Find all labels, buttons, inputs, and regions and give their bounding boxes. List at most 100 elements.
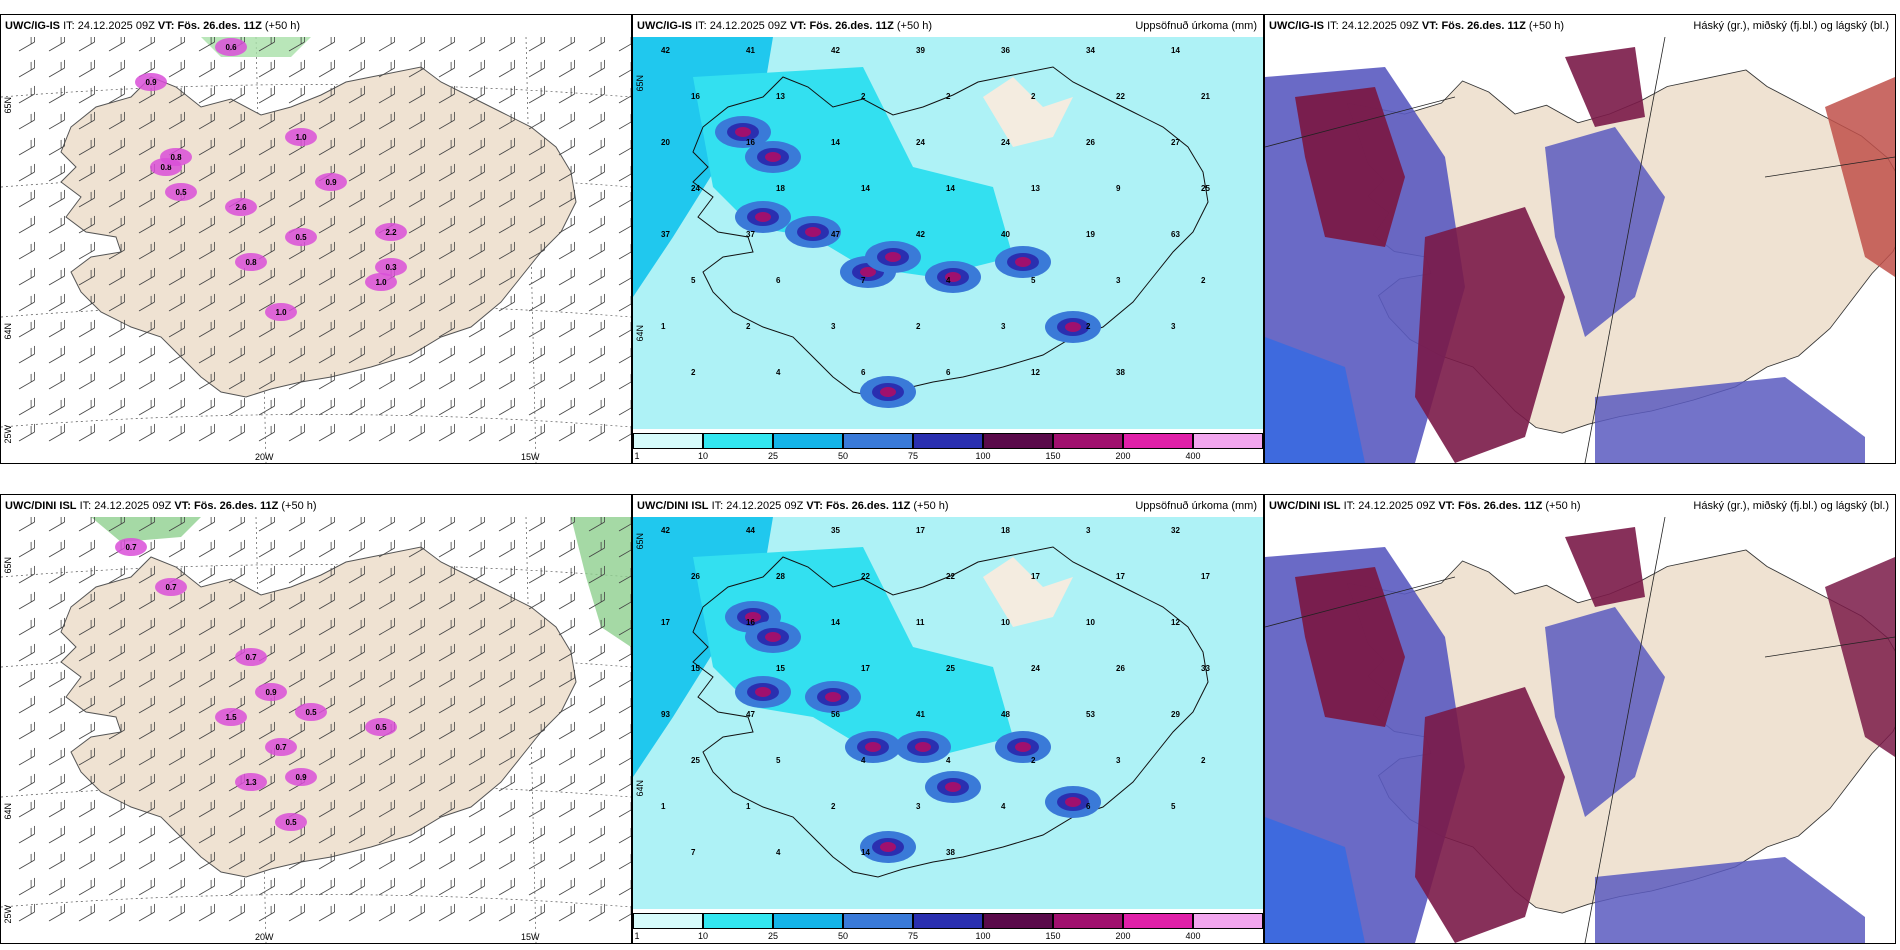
wind-barb <box>168 397 185 416</box>
colorbar-tick-label: 1 <box>634 931 640 941</box>
wind-barb <box>348 903 365 922</box>
wind-barb <box>558 163 575 182</box>
colorbar-segment <box>773 913 843 929</box>
wind-barb <box>78 617 95 636</box>
wind-barb <box>198 111 215 130</box>
wind-barb <box>528 799 545 818</box>
wind-barb <box>78 397 95 416</box>
wind-barb <box>198 539 215 558</box>
graticule-line <box>255 517 267 943</box>
wind-barb <box>528 565 545 584</box>
precip-value-label: 41 <box>916 710 925 719</box>
wind-barb <box>438 319 455 338</box>
value-label: 0.9 <box>325 178 337 187</box>
wind-barb <box>138 903 155 922</box>
lat-label-64: 64N <box>3 323 13 340</box>
wind-barb <box>498 643 515 662</box>
wind-barb <box>348 747 365 766</box>
precip-value-label: 5 <box>776 756 781 765</box>
wind-barb <box>408 267 425 286</box>
wind-barb <box>558 565 575 584</box>
wind-barb <box>378 163 395 182</box>
wind-barb <box>408 85 425 104</box>
wind-barb <box>468 371 485 390</box>
wind-barb <box>318 189 335 208</box>
wind-barb <box>138 215 155 234</box>
wind-barb <box>108 111 125 130</box>
wind-barb <box>528 851 545 870</box>
precip-core <box>1065 797 1081 807</box>
wind-barb <box>318 267 335 286</box>
wind-barb <box>78 851 95 870</box>
wind-barb <box>168 695 185 714</box>
wind-barb <box>588 517 605 532</box>
wind-barb <box>498 669 515 688</box>
wind-barb <box>48 695 65 714</box>
wind-barb <box>618 853 631 870</box>
wind-barb <box>78 695 95 714</box>
wind-barb <box>48 189 65 208</box>
wind-barb <box>48 345 65 364</box>
wind-barb <box>468 643 485 662</box>
wind-barb <box>468 851 485 870</box>
wind-barb <box>138 37 155 52</box>
colorbar-tick-label: 150 <box>1045 931 1061 941</box>
precip-cell <box>265 303 297 321</box>
wind-barb <box>498 215 515 234</box>
wind-barb <box>258 293 275 312</box>
wind-barb <box>48 565 65 584</box>
value-label: 1.0 <box>295 133 307 142</box>
wind-barb <box>528 189 545 208</box>
wind-barb <box>288 345 305 364</box>
wind-barb <box>138 293 155 312</box>
wind-barb <box>168 37 185 52</box>
precip-core <box>945 272 961 282</box>
wind-barb <box>618 827 631 844</box>
wind-barb <box>18 241 35 260</box>
precip-value-label: 39 <box>916 46 925 55</box>
colorbar-segment <box>843 913 913 929</box>
field-title: Háský (gr.), miðský (fj.bl.) og lágský (… <box>1693 20 1889 32</box>
panel-header: UWC/DINI ISL IT: 24.12.2025 09Z VT: Fös.… <box>633 495 1263 517</box>
model-name: UWC/DINI ISL <box>5 500 77 512</box>
wind-barb <box>18 851 35 870</box>
wind-barb <box>78 799 95 818</box>
lat-label-65: 65N <box>635 533 645 550</box>
wind-barb <box>168 617 185 636</box>
cloud-high-area <box>1295 567 1405 727</box>
wind-barb <box>558 267 575 286</box>
wind-barb <box>498 825 515 844</box>
wind-barb <box>498 189 515 208</box>
precip-value-label: 16 <box>691 92 700 101</box>
wind-barb <box>258 565 275 584</box>
wind-barb <box>498 137 515 156</box>
wind-barb <box>618 321 631 338</box>
wind-barb <box>618 243 631 260</box>
wind-barb <box>258 345 275 364</box>
wind-barb <box>618 619 631 636</box>
wind-barb <box>558 721 575 740</box>
wind-barb <box>528 319 545 338</box>
wind-barb <box>378 397 395 416</box>
wind-panel-top: UWC/IG-IS IT: 24.12.2025 09Z VT: Fös. 26… <box>0 14 632 464</box>
wind-barb <box>288 851 305 870</box>
wind-barb <box>198 319 215 338</box>
colorbar-segment <box>1123 433 1193 449</box>
wind-barb <box>498 721 515 740</box>
wind-barb <box>288 903 305 922</box>
precip-value-label: 2 <box>1201 276 1206 285</box>
colorbar-tick-label: 200 <box>1115 451 1131 461</box>
wind-barb <box>18 189 35 208</box>
wind-barb <box>468 877 485 896</box>
precip-cell <box>295 703 327 721</box>
wind-barb <box>108 371 125 390</box>
wind-barb <box>258 111 275 130</box>
wind-barb <box>228 371 245 390</box>
wind-barb <box>108 137 125 156</box>
precip-value-label: 2 <box>1086 322 1091 331</box>
wind-barb <box>198 617 215 636</box>
wind-barb <box>78 37 95 52</box>
wind-barb <box>468 695 485 714</box>
lon-label-20: 20W <box>255 932 274 942</box>
cloud-map <box>1265 37 1895 463</box>
